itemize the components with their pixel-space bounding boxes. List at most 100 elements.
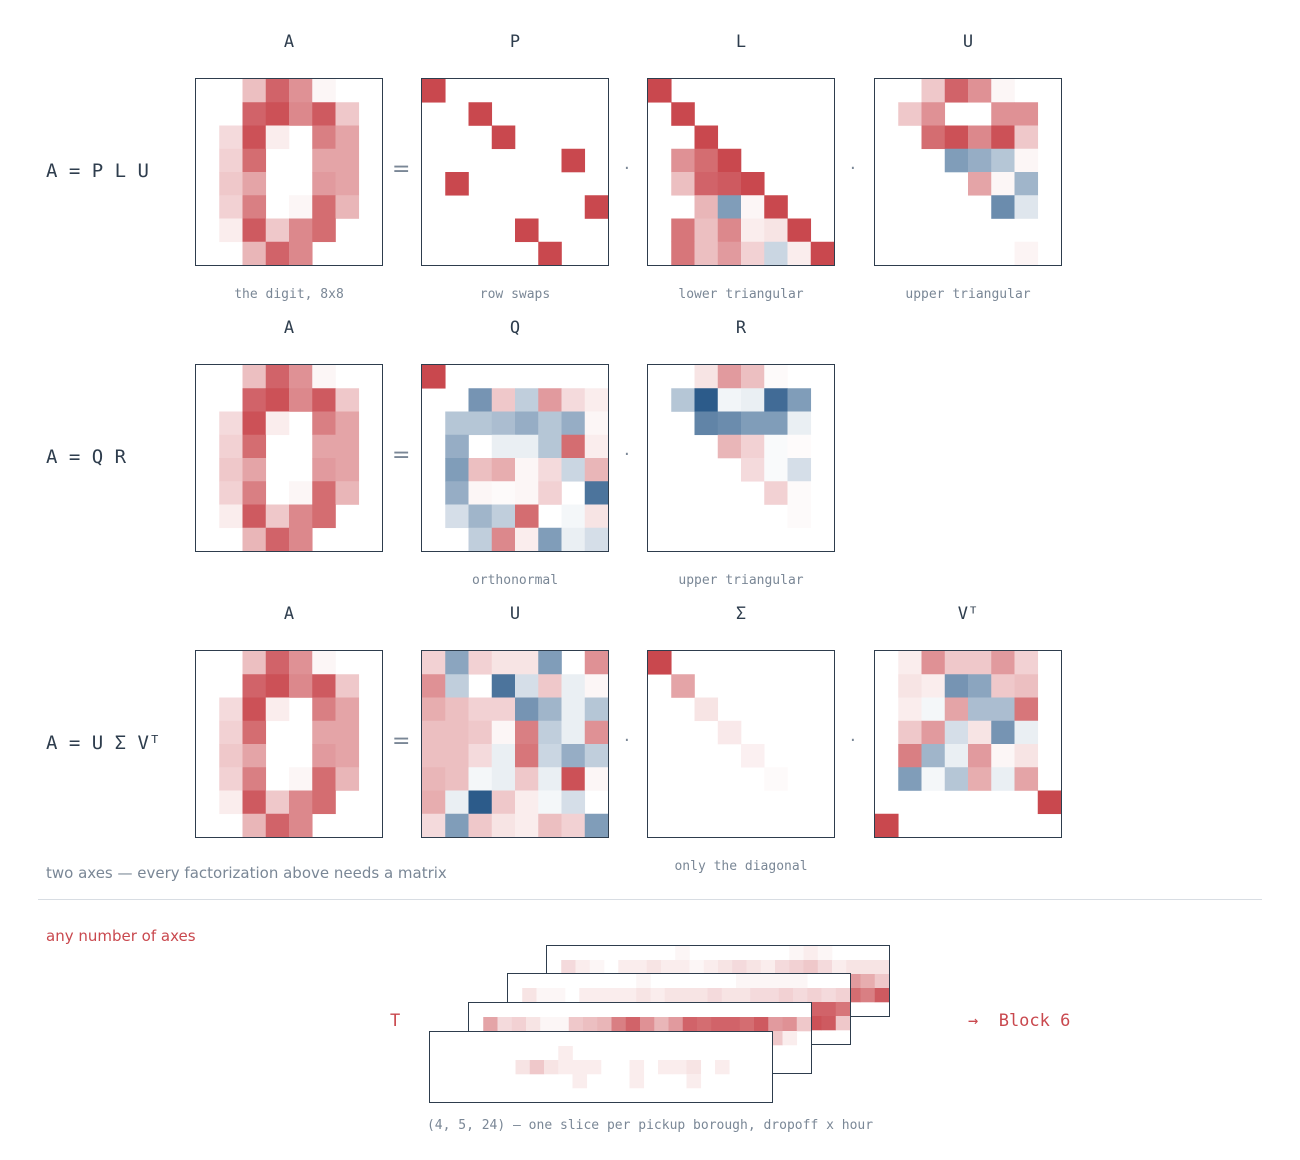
heatmap-cell bbox=[242, 102, 267, 126]
heatmap-cell bbox=[821, 1002, 837, 1017]
heatmap-cell bbox=[694, 148, 719, 173]
heatmap-cell bbox=[787, 481, 812, 505]
heatmap-cell bbox=[242, 744, 267, 768]
heatmap-cell bbox=[289, 674, 313, 698]
heatmap-cell bbox=[242, 148, 267, 173]
heatmap-cell bbox=[468, 813, 493, 837]
heatmap-cell bbox=[584, 767, 608, 791]
heatmap-cell bbox=[1014, 744, 1039, 768]
heatmap-cell bbox=[538, 697, 562, 722]
heatmap-cell bbox=[671, 102, 695, 126]
heatmap-cell bbox=[491, 813, 516, 837]
heatmap-cell bbox=[968, 172, 992, 196]
section-divider bbox=[38, 899, 1262, 900]
heatmap-cell bbox=[694, 172, 719, 196]
heatmap-cell bbox=[422, 813, 446, 837]
heatmap-cell bbox=[335, 697, 360, 722]
heatmap-cell bbox=[335, 102, 360, 126]
heatmap-cell bbox=[289, 813, 313, 837]
heatmap-cell bbox=[468, 720, 493, 745]
heatmap-cell bbox=[632, 960, 648, 975]
heatmap-cell bbox=[265, 125, 290, 150]
heatmap-cell bbox=[622, 988, 637, 1003]
heatmap-cell bbox=[568, 1017, 584, 1032]
heatmap-cell bbox=[219, 411, 243, 436]
heatmap-cell bbox=[921, 767, 946, 791]
heatmap-cell bbox=[312, 218, 336, 243]
equation-svd: A = U Σ Vᵀ bbox=[46, 732, 161, 754]
heatmap-cell bbox=[491, 411, 516, 436]
matrix-title: A bbox=[283, 318, 295, 338]
heatmap-cell bbox=[874, 960, 889, 975]
heatmap-cell bbox=[289, 102, 313, 126]
heatmap-cell bbox=[312, 697, 336, 722]
heatmap-cell bbox=[312, 767, 336, 791]
heatmap-cell bbox=[717, 411, 742, 436]
heatmap-cell bbox=[898, 697, 922, 722]
heatmap-cell bbox=[860, 960, 876, 975]
heatmap-cell bbox=[921, 79, 946, 103]
heatmap-cell bbox=[242, 365, 267, 389]
heatmap-cell bbox=[468, 527, 493, 551]
heatmap-cell bbox=[515, 458, 539, 482]
heatmap-cell bbox=[646, 960, 662, 975]
matrix-a bbox=[195, 364, 383, 552]
heatmap-cell bbox=[538, 767, 562, 791]
heatmap-cell bbox=[312, 195, 336, 219]
heatmap-cell bbox=[717, 172, 742, 196]
heatmap-cell bbox=[265, 813, 290, 837]
heatmap-cell bbox=[335, 744, 360, 768]
heatmap-cell bbox=[540, 1017, 555, 1032]
heatmap-cell bbox=[468, 481, 493, 505]
heatmap-cell bbox=[265, 697, 290, 722]
heatmap-cell bbox=[898, 674, 922, 698]
heatmap-cell bbox=[707, 988, 723, 1003]
heatmap-cell bbox=[468, 767, 493, 791]
heatmap-cell bbox=[219, 481, 243, 505]
heatmap-grid bbox=[219, 79, 360, 265]
heatmap-cell bbox=[289, 195, 313, 219]
heatmap-cell bbox=[898, 102, 922, 126]
heatmap-cell bbox=[572, 1060, 588, 1075]
heatmap-cell bbox=[675, 946, 690, 961]
heatmap-cell bbox=[558, 1046, 573, 1061]
heatmap-cell bbox=[526, 1017, 541, 1032]
heatmap-cell bbox=[968, 697, 992, 722]
heatmap-cell bbox=[515, 434, 539, 459]
heatmap-cell bbox=[597, 1017, 612, 1032]
heatmap-cell bbox=[968, 125, 992, 150]
heatmap-cell bbox=[694, 365, 719, 389]
heatmap-cell bbox=[991, 674, 1015, 698]
heatmap-cell bbox=[468, 411, 493, 436]
heatmap-cell bbox=[661, 960, 676, 975]
heatmap-cell bbox=[312, 481, 336, 505]
heatmap-cell bbox=[312, 434, 336, 459]
heatmap-cell bbox=[422, 767, 446, 791]
heatmap-cell bbox=[764, 195, 788, 219]
heatmap-grid bbox=[671, 365, 812, 529]
heatmap-cell bbox=[584, 411, 608, 436]
heatmap-cell bbox=[648, 651, 672, 675]
heatmap-cell bbox=[312, 102, 336, 126]
heatmap-cell bbox=[1014, 172, 1039, 196]
heatmap-cell bbox=[242, 79, 267, 103]
heatmap-cell bbox=[694, 241, 719, 265]
heatmap-cell bbox=[289, 504, 313, 529]
matrix-title: A bbox=[283, 604, 295, 624]
heatmap-cell bbox=[671, 674, 695, 698]
equals-sign: = bbox=[392, 157, 411, 182]
heatmap-cell bbox=[968, 79, 992, 103]
heatmap-cell bbox=[312, 674, 336, 698]
heatmap-cell bbox=[515, 697, 539, 722]
heatmap-cell bbox=[968, 651, 992, 675]
heatmap-cell bbox=[312, 125, 336, 150]
heatmap-cell bbox=[787, 388, 812, 412]
heatmap-cell bbox=[422, 365, 446, 389]
heatmap-cell bbox=[544, 1060, 559, 1075]
heatmap-cell bbox=[515, 481, 539, 505]
heatmap-cell bbox=[445, 697, 469, 722]
heatmap-cell bbox=[219, 434, 243, 459]
heatmap-cell bbox=[515, 813, 539, 837]
heatmap-cell bbox=[1014, 697, 1039, 722]
heatmap-cell bbox=[561, 388, 586, 412]
